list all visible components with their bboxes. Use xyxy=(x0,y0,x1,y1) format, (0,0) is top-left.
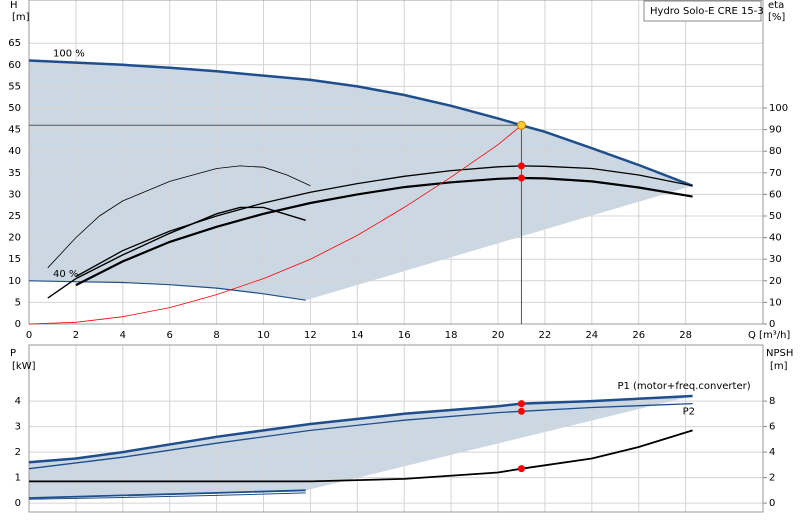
series-label: 100 % xyxy=(53,48,85,59)
x-tick-label: 4 xyxy=(120,330,126,341)
x-tick-label: 16 xyxy=(398,330,411,341)
y2-axis-label: NPSH xyxy=(766,348,793,359)
chart-title: Hydro Solo-E CRE 15-3 xyxy=(650,6,764,17)
x-tick-label: 26 xyxy=(632,330,645,341)
y2-tick-label: 10 xyxy=(769,297,782,308)
operating-area xyxy=(29,60,693,301)
y2-tick-label: 90 xyxy=(769,125,782,136)
y-axis-unit: [kW] xyxy=(12,361,36,372)
x-tick-label: 2 xyxy=(73,330,79,341)
series-line xyxy=(28,394,693,464)
y2-tick-label: 80 xyxy=(769,146,782,157)
operating-point xyxy=(517,174,525,182)
y-tick-label: 2 xyxy=(15,447,21,458)
y2-tick-label: 6 xyxy=(769,422,775,433)
series-label: 40 % xyxy=(53,269,78,280)
y-tick-label: 50 xyxy=(8,103,21,114)
y-tick-label: 10 xyxy=(8,276,21,287)
series-line xyxy=(28,402,693,470)
x-tick-label: 18 xyxy=(445,330,458,341)
y2-tick-label: 4 xyxy=(769,447,775,458)
series-line xyxy=(29,429,693,483)
y-tick-label: 4 xyxy=(15,396,21,407)
y2-tick-label: 70 xyxy=(769,168,782,179)
series-line xyxy=(75,176,693,287)
y-tick-label: 65 xyxy=(8,38,21,49)
y-tick-label: 55 xyxy=(8,81,21,92)
x-tick-label: 20 xyxy=(492,330,505,341)
y2-tick-label: 8 xyxy=(769,396,775,407)
plot-frame xyxy=(28,0,764,325)
x-tick-label: 10 xyxy=(257,330,270,341)
y2-tick-label: 30 xyxy=(769,254,782,265)
x-axis-label: Q [m³/h] xyxy=(748,330,790,341)
y-tick-label: 15 xyxy=(8,254,21,265)
y2-tick-label: 60 xyxy=(769,189,782,200)
y-axis-label: H xyxy=(10,0,18,11)
series-line xyxy=(28,489,306,499)
y-tick-label: 3 xyxy=(15,422,21,433)
y2-tick-label: 20 xyxy=(769,276,782,287)
x-tick-label: 14 xyxy=(351,330,364,341)
series-line xyxy=(47,206,306,299)
y2-axis-label: eta xyxy=(768,0,784,11)
x-tick-label: 0 xyxy=(26,330,32,341)
operating-point xyxy=(517,465,525,473)
x-tick-label: 24 xyxy=(585,330,598,341)
y-tick-label: 30 xyxy=(8,189,21,200)
series-line xyxy=(28,124,522,325)
y-tick-label: 60 xyxy=(8,60,21,71)
operating-area xyxy=(29,395,693,498)
y2-tick-label: 50 xyxy=(769,211,782,222)
x-tick-label: 6 xyxy=(167,330,173,341)
y-tick-label: 0 xyxy=(15,319,21,330)
y2-tick-label: 0 xyxy=(769,319,775,330)
operating-point xyxy=(517,407,525,415)
series-label: P2 xyxy=(683,407,695,418)
duty-point xyxy=(516,120,526,130)
y-tick-label: 20 xyxy=(8,233,21,244)
plot-frame xyxy=(28,344,764,513)
y-tick-label: 0 xyxy=(15,498,21,509)
y2-tick-label: 0 xyxy=(769,498,775,509)
series-line xyxy=(47,165,311,269)
y-tick-label: 25 xyxy=(8,211,21,222)
y-tick-label: 1 xyxy=(15,473,21,484)
series-label: P1 (motor+freq.converter) xyxy=(617,381,750,392)
x-tick-label: 8 xyxy=(213,330,219,341)
y2-axis-unit: [m] xyxy=(770,361,788,372)
series-line xyxy=(28,59,694,187)
y2-tick-label: 2 xyxy=(769,473,775,484)
title-box xyxy=(643,0,762,22)
operating-point xyxy=(517,400,525,408)
y-axis-label: P xyxy=(10,348,16,359)
x-tick-label: 22 xyxy=(539,330,552,341)
y2-tick-label: 40 xyxy=(769,233,782,244)
x-tick-label: 28 xyxy=(679,330,692,341)
y-tick-label: 45 xyxy=(8,125,21,136)
series-line xyxy=(28,280,306,301)
y2-axis-unit: [%] xyxy=(768,12,785,23)
y2-tick-label: 100 xyxy=(769,103,788,114)
y-tick-label: 5 xyxy=(15,297,21,308)
series-line xyxy=(28,492,306,500)
x-tick-label: 12 xyxy=(304,330,317,341)
y-axis-unit: [m] xyxy=(12,12,30,23)
operating-point xyxy=(517,162,525,170)
y-tick-label: 40 xyxy=(8,146,21,157)
y-tick-label: 35 xyxy=(8,168,21,179)
